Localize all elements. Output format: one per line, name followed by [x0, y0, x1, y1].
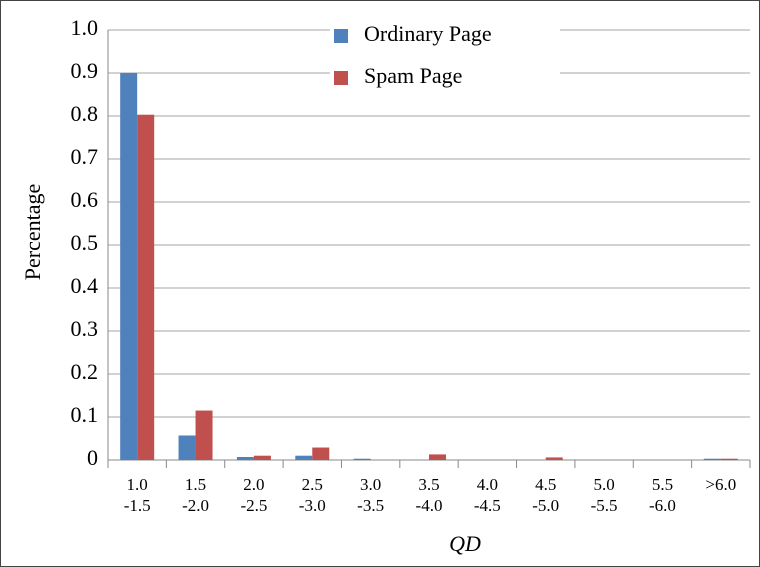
x-tick-label: 2.0 -2.5	[240, 475, 268, 515]
x-tick-label: 1.0 -1.5	[123, 475, 151, 515]
x-tick-label: 1.5 -2.0	[182, 475, 209, 515]
y-tick-label: 0.9	[71, 58, 99, 83]
y-tick-label: 0.7	[71, 144, 99, 169]
x-tick-label: 5.0 -5.5	[590, 475, 618, 515]
y-tick-label: 0.1	[71, 402, 99, 427]
bar	[295, 455, 313, 460]
bar	[195, 410, 213, 460]
x-tick-label: 4.5 -5.0	[532, 475, 560, 515]
y-tick-label: 0.8	[71, 101, 99, 126]
x-tick-label: >6.0	[705, 475, 737, 494]
bar	[137, 114, 155, 461]
y-tick-label: 0	[87, 445, 98, 470]
y-tick-label: 0.6	[71, 187, 99, 212]
bar	[236, 456, 254, 460]
bar	[312, 447, 330, 460]
bar	[353, 458, 371, 460]
bar	[253, 455, 271, 460]
legend-swatch	[334, 29, 348, 43]
bar	[545, 457, 563, 460]
y-axis-title: Percentage	[20, 184, 45, 281]
x-tick-label: 3.0 -3.5	[357, 475, 385, 515]
x-tick-label: 5.5 -6.0	[648, 475, 676, 515]
bar	[703, 458, 721, 460]
x-tick-label: 2.5 -3.0	[298, 475, 326, 515]
bar	[120, 73, 138, 460]
bar	[178, 435, 196, 460]
legend-swatch	[334, 71, 348, 85]
x-axis-title: QD	[449, 531, 481, 556]
y-tick-label: 0.5	[71, 230, 99, 255]
bar	[429, 454, 446, 460]
legend-box	[330, 16, 560, 96]
legend-label: Ordinary Page	[364, 21, 492, 46]
x-tick-label: 4.0 -4.5	[473, 475, 501, 515]
y-tick-label: 0.3	[71, 316, 99, 341]
legend-label: Spam Page	[364, 63, 462, 88]
y-tick-label: 1.0	[71, 15, 99, 40]
y-tick-label: 0.2	[71, 359, 99, 384]
x-tick-label: 3.5 -4.0	[415, 475, 443, 515]
y-tick-label: 0.4	[71, 273, 99, 298]
bar	[720, 458, 738, 460]
